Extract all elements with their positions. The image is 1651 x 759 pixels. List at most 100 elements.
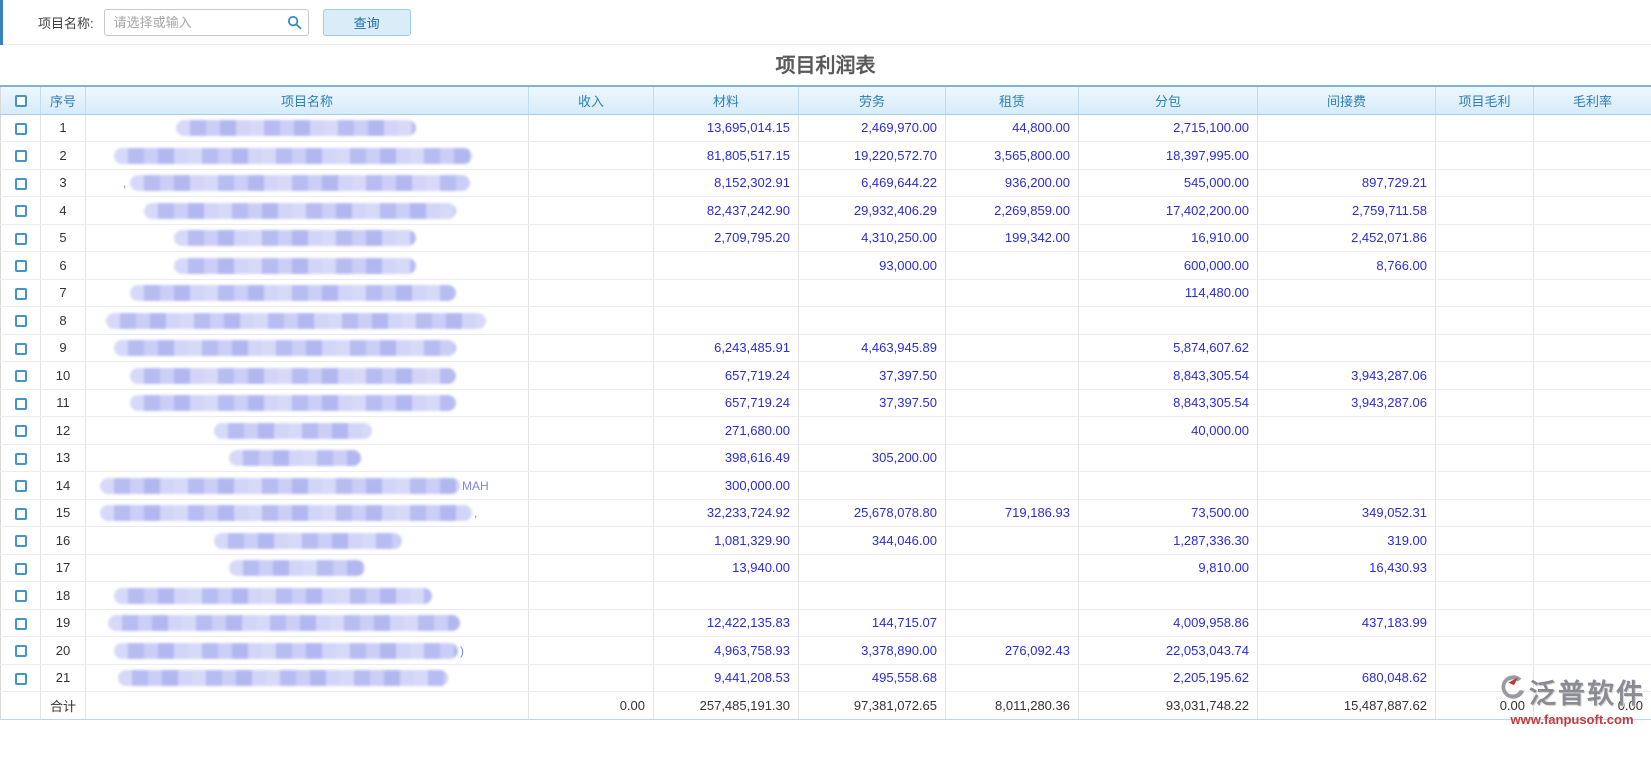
select-all-header-cell [0, 85, 41, 115]
row-checkbox[interactable] [14, 205, 27, 218]
redacted-project-name [114, 642, 458, 659]
cell-material: 657,719.24 [653, 361, 799, 390]
cell-indirect: 437,183.99 [1257, 609, 1436, 637]
project-name-cell [85, 581, 529, 610]
redacted-project-name [100, 477, 460, 494]
row-checkbox[interactable] [14, 617, 27, 630]
name-remnant-suffix: MAH [462, 478, 489, 493]
project-name-cell [85, 664, 529, 692]
table-row: 15, 32,233,724.92 25,678,078.80 719,186.93 7… [0, 499, 1651, 527]
cell-indirect: 3,943,287.06 [1257, 389, 1436, 417]
cell-subcontract: 8,843,305.54 [1078, 389, 1258, 417]
total-subcontract: 93,031,748.22 [1078, 691, 1258, 720]
cell-indirect: 319.00 [1257, 526, 1436, 555]
cell-subcontract: 545,000.00 [1078, 169, 1258, 197]
row-checkbox-cell [0, 361, 41, 390]
cell-subcontract: 2,715,100.00 [1078, 114, 1258, 142]
cell-margin [1533, 636, 1651, 665]
row-checkbox[interactable] [14, 672, 27, 685]
total-empty-cell [0, 691, 41, 720]
row-checkbox[interactable] [14, 342, 27, 355]
cell-material: 32,233,724.92 [653, 499, 799, 527]
row-checkbox-cell [0, 554, 41, 582]
total-rental: 8,011,280.36 [945, 691, 1079, 720]
row-checkbox[interactable] [14, 260, 27, 273]
table-row: 16 1,081,329.90 344,046.00 1,287,336.30 319.… [0, 526, 1651, 555]
redacted-project-name [114, 147, 472, 164]
cell-labor: 19,220,572.70 [798, 141, 946, 170]
cell-labor: 6,469,644.22 [798, 169, 946, 197]
cell-labor: 344,046.00 [798, 526, 946, 555]
row-checkbox[interactable] [14, 397, 27, 410]
redacted-project-name [114, 587, 432, 604]
row-checkbox[interactable] [14, 425, 27, 438]
cell-subcontract: 16,910.00 [1078, 224, 1258, 252]
query-button[interactable]: 查询 [322, 8, 411, 36]
cell-gross [1435, 499, 1534, 527]
row-index: 4 [40, 196, 86, 225]
redacted-project-name [130, 395, 456, 412]
cell-rental [945, 526, 1079, 555]
row-checkbox[interactable] [14, 645, 27, 658]
row-index: 1 [40, 114, 86, 142]
cell-subcontract [1078, 581, 1258, 610]
table-row: 12 271,680.00 40,000.00 [0, 416, 1651, 445]
row-checkbox[interactable] [14, 370, 27, 383]
row-checkbox-cell [0, 224, 41, 252]
cell-subcontract: 8,843,305.54 [1078, 361, 1258, 390]
row-checkbox[interactable] [14, 507, 27, 520]
table-row: 2 81,805,517.15 19,220,572.70 3,565,800.00 1… [0, 141, 1651, 170]
name-remnant-suffix: , [474, 506, 478, 521]
project-name-cell [85, 554, 529, 582]
project-name-cell: ) [85, 636, 529, 665]
row-checkbox[interactable] [14, 480, 27, 493]
cell-rental [945, 416, 1079, 445]
cell-margin [1533, 114, 1651, 142]
cell-rental: 936,200.00 [945, 169, 1079, 197]
row-checkbox-cell [0, 471, 41, 500]
row-checkbox[interactable] [14, 122, 27, 135]
row-checkbox[interactable] [14, 232, 27, 245]
cell-labor: 305,200.00 [798, 444, 946, 472]
row-index: 9 [40, 334, 86, 362]
cell-material [653, 279, 799, 307]
cell-margin [1533, 306, 1651, 335]
row-checkbox[interactable] [14, 177, 27, 190]
search-icon[interactable] [287, 15, 302, 35]
cell-subcontract: 114,480.00 [1078, 279, 1258, 307]
cell-rental [945, 251, 1079, 280]
cell-gross [1435, 114, 1534, 142]
cell-rental: 44,800.00 [945, 114, 1079, 142]
project-name-input[interactable] [103, 8, 309, 36]
row-checkbox[interactable] [14, 315, 27, 328]
row-checkbox[interactable] [14, 150, 27, 163]
project-name-cell [85, 416, 529, 445]
cell-material [653, 251, 799, 280]
row-index: 5 [40, 224, 86, 252]
table-row: 18 [0, 581, 1651, 610]
redacted-project-name [130, 285, 456, 302]
row-checkbox[interactable] [14, 562, 27, 575]
cell-subcontract: 600,000.00 [1078, 251, 1258, 280]
cell-income [528, 471, 654, 500]
redacted-project-name [108, 615, 460, 632]
cell-income [528, 609, 654, 637]
redacted-project-name [106, 312, 486, 329]
row-checkbox[interactable] [14, 287, 27, 300]
row-checkbox[interactable] [14, 535, 27, 548]
row-checkbox[interactable] [14, 590, 27, 603]
cell-material: 6,243,485.91 [653, 334, 799, 362]
redacted-project-name [174, 257, 416, 274]
profit-table-body: 1 13,695,014.15 2,469,970.00 44,800.00 2,715… [0, 114, 1651, 720]
row-index: 19 [40, 609, 86, 637]
cell-gross [1435, 196, 1534, 225]
cell-labor [798, 306, 946, 335]
total-margin: 0.00 [1533, 691, 1651, 720]
row-checkbox-cell [0, 581, 41, 610]
total-income: 0.00 [528, 691, 654, 720]
row-checkbox[interactable] [14, 452, 27, 465]
cell-rental: 719,186.93 [945, 499, 1079, 527]
select-all-checkbox[interactable] [14, 95, 27, 108]
cell-indirect: 2,452,071.86 [1257, 224, 1436, 252]
table-row: 9 6,243,485.91 4,463,945.89 5,874,607.62 [0, 334, 1651, 362]
